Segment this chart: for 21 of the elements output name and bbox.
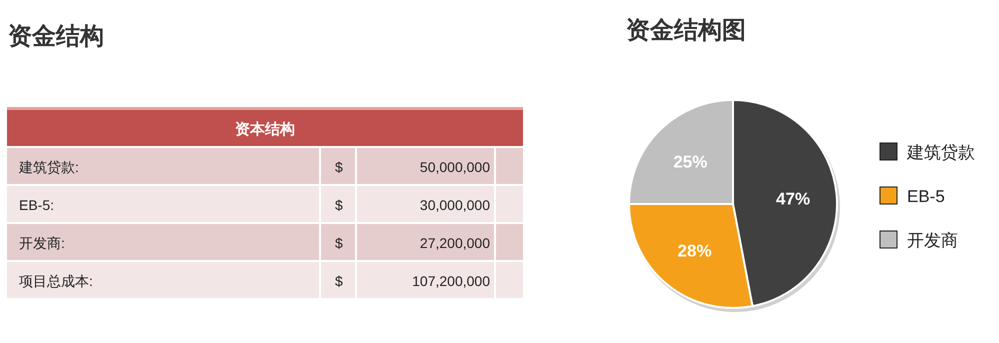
- text: 项目总成本:: [19, 273, 93, 289]
- text: 50,000,000: [420, 159, 490, 175]
- text: 开发商:: [19, 235, 65, 251]
- text: 资本结构: [235, 121, 295, 138]
- text: EB-5:: [19, 197, 54, 213]
- data-label: 47%: [776, 189, 810, 208]
- text: $: [335, 235, 343, 251]
- text: 30,000,000: [420, 197, 490, 213]
- text: 107,200,000: [412, 273, 490, 289]
- text: 27,200,000: [420, 235, 490, 251]
- data-label: 28%: [678, 241, 712, 260]
- legend-label: EB-5: [907, 187, 945, 206]
- legend-label: 建筑贷款: [906, 143, 975, 162]
- text: 建筑贷款:: [18, 159, 79, 175]
- data-label: 25%: [673, 152, 708, 172]
- chart-title: 资金结构图: [626, 17, 746, 44]
- text: $: [335, 197, 343, 213]
- legend-label: 开发商: [907, 231, 958, 250]
- text: 资金结构: [8, 23, 104, 50]
- text: $: [335, 273, 343, 289]
- text: $: [335, 159, 343, 175]
